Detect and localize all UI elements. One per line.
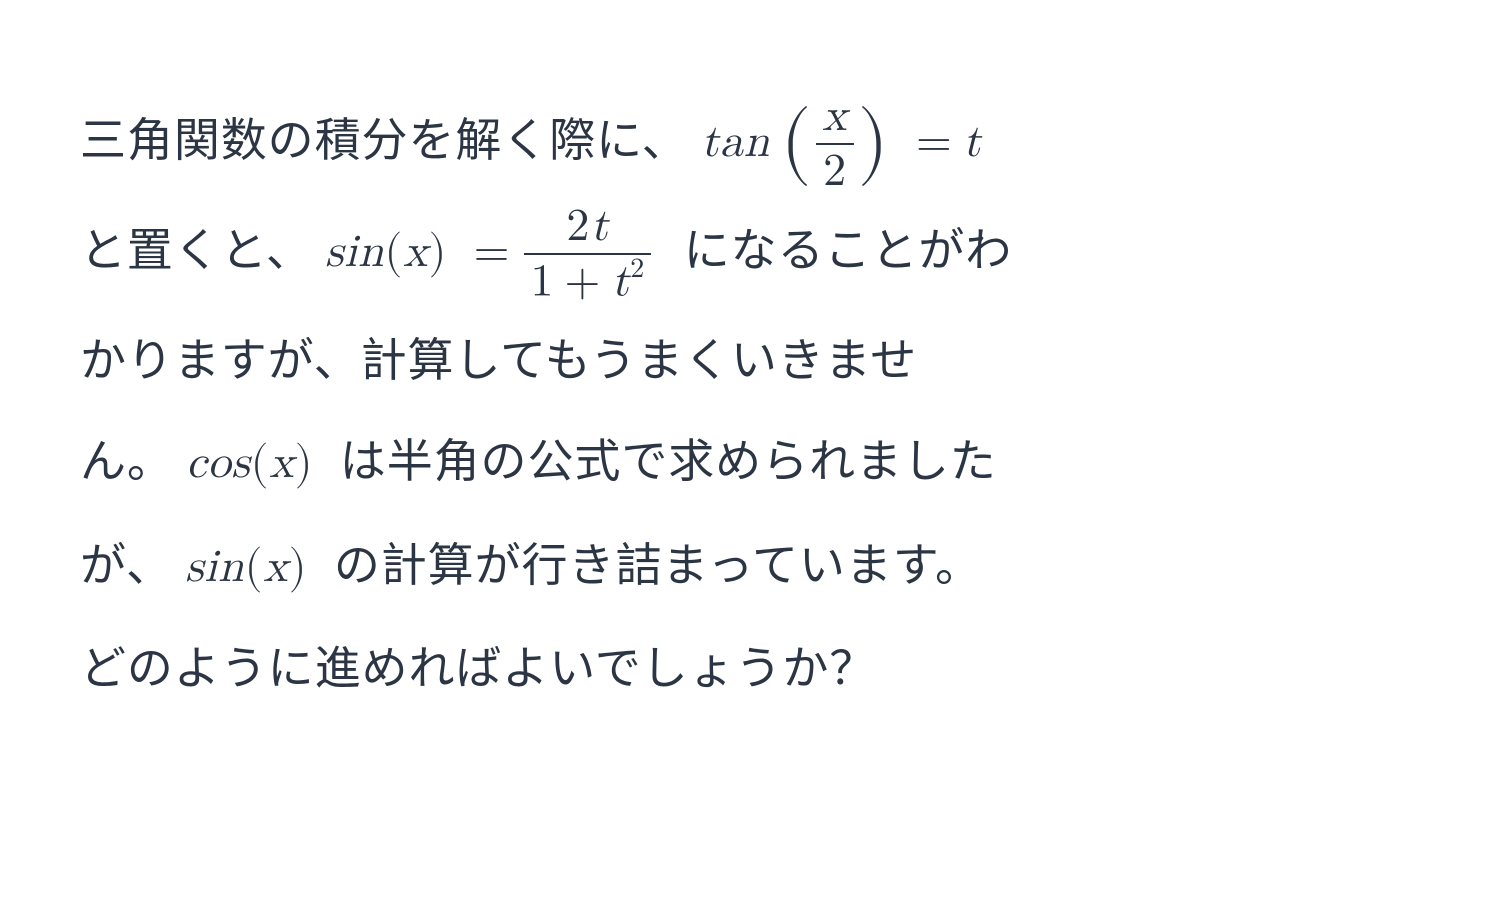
text-line-2: と置くと、 sin(x) = 2t1 + t2 になることがわ xyxy=(80,200,1420,310)
right-paren: ) xyxy=(428,229,447,275)
text-fragment: が、 xyxy=(80,540,173,591)
num-2t-2: 2 xyxy=(566,203,590,249)
var-t: t xyxy=(611,258,630,304)
equals: = xyxy=(474,229,511,275)
exp-2: 2 xyxy=(630,255,645,283)
func-cos: cos xyxy=(186,440,250,486)
math-tan-half-eq-t: tan (x2) = t xyxy=(701,119,982,165)
text-fragment: と置くと、 xyxy=(80,225,313,276)
text-fragment: ん。 xyxy=(80,436,174,487)
text-fragment: どのように進めればよいでしょうか？ xyxy=(80,643,876,694)
func-tan: tan xyxy=(701,119,770,165)
left-paren: ( xyxy=(251,440,270,486)
num-2t-t: t xyxy=(590,203,609,249)
equals: = xyxy=(916,119,953,165)
text-line-5: が、 sin(x) の計算が行き詰まっています。 xyxy=(80,515,1420,618)
left-paren-big: ( xyxy=(780,102,812,182)
text-fragment: かりますが、計算してもうまくいきませ xyxy=(80,335,917,386)
var-x: x xyxy=(822,93,847,139)
right-paren: ) xyxy=(289,544,308,590)
func-sin: sin xyxy=(185,544,244,590)
text-fragment: の計算が行き詰まっています。 xyxy=(334,540,982,591)
var-x: x xyxy=(269,440,294,486)
fraction-2t-over-1plus-t2: 2t1 + t2 xyxy=(524,200,651,308)
var-t: t xyxy=(963,119,982,165)
right-paren-big: ) xyxy=(858,102,890,182)
text-line-6: どのように進めればよいでしょうか？ xyxy=(80,618,1420,719)
left-paren: ( xyxy=(384,229,403,275)
func-sin: sin xyxy=(325,229,384,275)
text-fragment: になることがわ xyxy=(684,225,1012,276)
num-2: 2 xyxy=(823,148,847,194)
document-body: 三角関数の積分を解く際に、 tan (x2) = t と置くと、 sin(x) … xyxy=(0,0,1500,779)
math-cosx: cos(x) xyxy=(186,440,329,486)
var-x: x xyxy=(263,544,288,590)
plus: + xyxy=(565,258,602,304)
text-line-3: かりますが、計算してもうまくいきませ xyxy=(80,310,1420,411)
left-paren: ( xyxy=(245,544,264,590)
right-paren: ) xyxy=(295,440,314,486)
text-line-1: 三角関数の積分を解く際に、 tan (x2) = t xyxy=(80,90,1420,200)
var-x: x xyxy=(403,229,428,275)
math-sinx-2: sin(x) xyxy=(185,544,323,590)
num-1: 1 xyxy=(530,258,554,304)
math-sinx-eq-frac: sin(x) = 2t1 + t2 xyxy=(325,229,671,275)
text-line-4: ん。 cos(x) は半角の公式で求められました xyxy=(80,411,1420,514)
fraction-x-over-2: x2 xyxy=(816,90,853,198)
text-fragment: 三角関数の積分を解く際に、 xyxy=(80,115,689,166)
text-fragment: は半角の公式で求められました xyxy=(340,436,997,487)
